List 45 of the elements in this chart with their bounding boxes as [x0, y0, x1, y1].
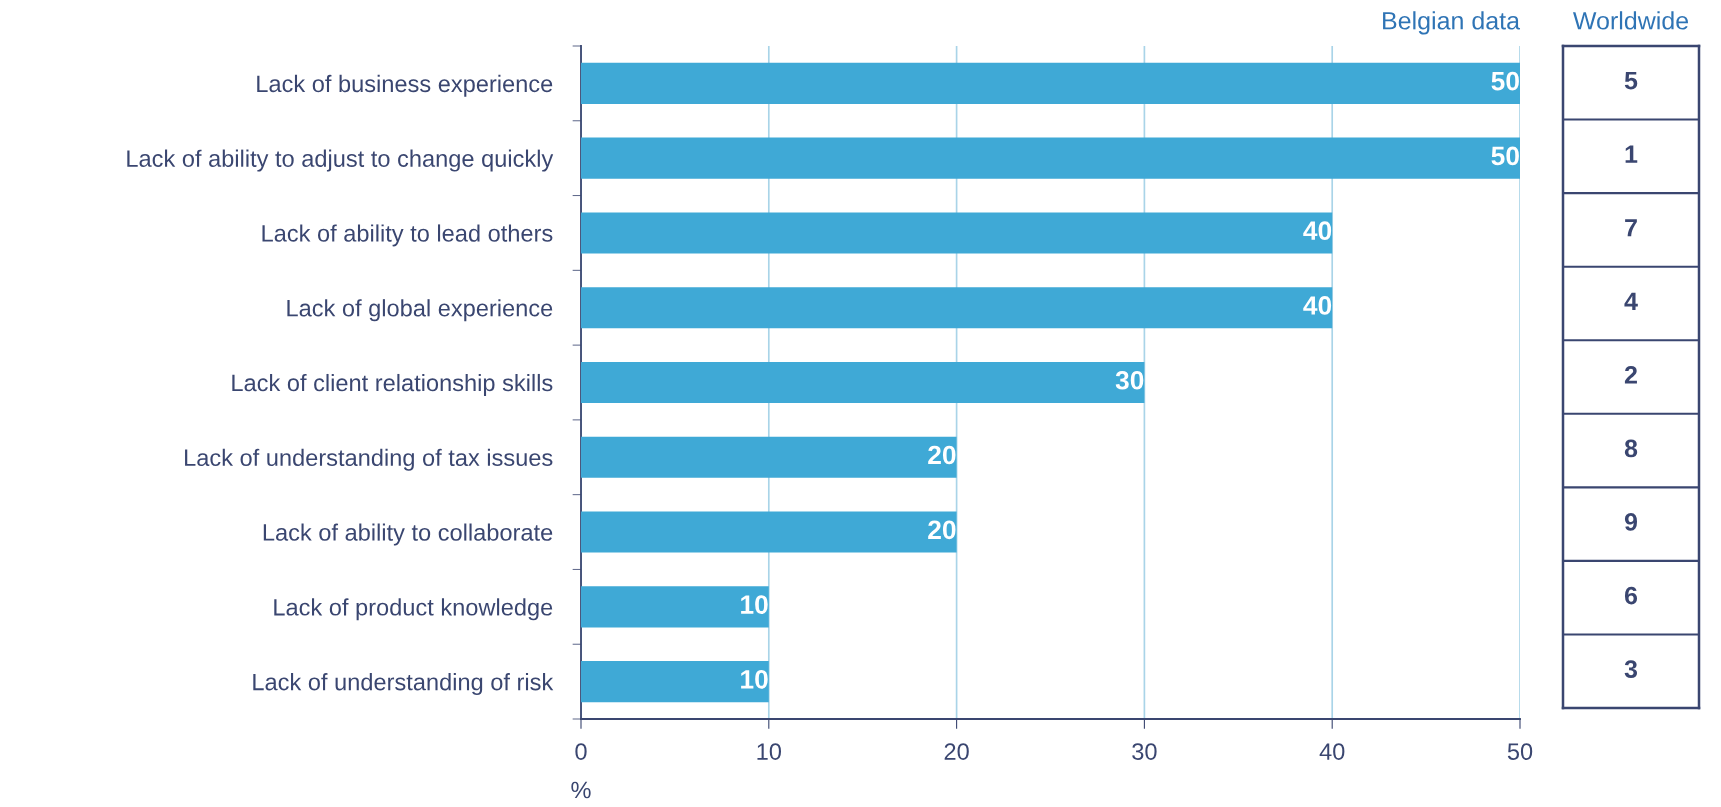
data-label: 40 — [1303, 221, 1332, 241]
y-tick-label: Lack of understanding of tax issues — [185, 448, 553, 471]
y-tick-label: Lack of ability to lead others — [262, 224, 553, 247]
bar — [581, 436, 957, 478]
text: Worldwide — [1572, 11, 1689, 30]
x-axis-title: % — [571, 781, 591, 799]
data-label: 20 — [928, 520, 956, 540]
data-label: 20 — [928, 445, 956, 465]
data-label: 50 — [1491, 71, 1519, 91]
y-tick-label: Lack of product knowledge — [274, 598, 553, 621]
text: 3 — [1624, 660, 1638, 678]
bar — [581, 287, 1333, 329]
bar — [581, 212, 1333, 254]
text: 6 — [1624, 586, 1638, 605]
text: 1 — [1625, 145, 1638, 163]
data-label: 50 — [1491, 146, 1519, 166]
data-label: 10 — [741, 670, 768, 689]
bar — [581, 661, 769, 703]
bar — [581, 62, 1520, 104]
text: 9 — [1624, 513, 1638, 531]
text: 8 — [1624, 439, 1638, 458]
bar — [581, 586, 769, 628]
y-tick-label: Lack of understanding of risk — [253, 673, 554, 696]
y-tick-label: Lack of ability to collaborate — [263, 523, 553, 546]
bar — [581, 511, 957, 553]
y-tick-label: Lack of client relationship skills — [232, 373, 553, 396]
x-tick-label: 0 — [575, 743, 587, 760]
text: 7 — [1625, 219, 1637, 237]
x-tick-label: 10 — [757, 743, 782, 760]
x-tick-label: 40 — [1319, 743, 1345, 760]
data-label: 40 — [1303, 296, 1332, 315]
bar — [581, 137, 1520, 179]
data-label: 10 — [741, 595, 768, 614]
y-tick-label: Lack of ability to adjust to change quickly — [127, 149, 554, 172]
x-tick-label: 50 — [1507, 743, 1533, 760]
x-tick-label: 30 — [1132, 743, 1157, 760]
text: 4 — [1624, 292, 1638, 310]
chart-title: Belgian data — [1383, 11, 1521, 35]
y-tick-label: Lack of business experience — [257, 74, 553, 97]
x-tick-label: 20 — [944, 743, 969, 760]
text: 5 — [1624, 72, 1638, 90]
text: 2 — [1624, 366, 1637, 384]
data-label: 30 — [1115, 370, 1144, 390]
bar — [581, 361, 1145, 404]
y-tick-label: Lack of global experience — [287, 299, 553, 322]
